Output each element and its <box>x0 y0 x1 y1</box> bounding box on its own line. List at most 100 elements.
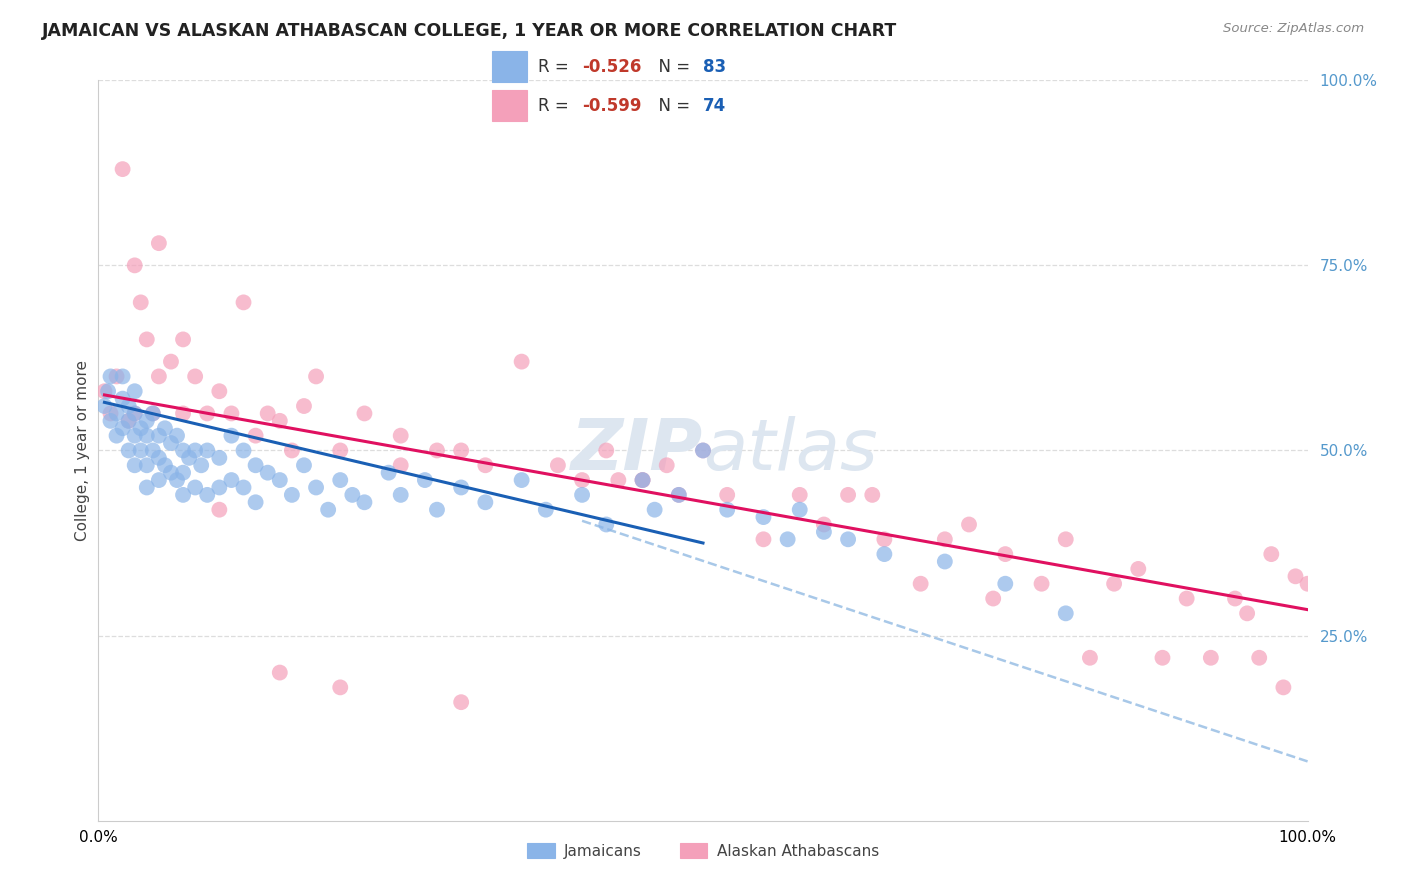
Point <box>474 495 496 509</box>
Point <box>135 480 157 494</box>
Point <box>329 681 352 695</box>
Point <box>994 576 1017 591</box>
Point <box>124 407 146 421</box>
Point <box>245 428 267 442</box>
Point <box>534 502 557 516</box>
Bar <box>492 90 527 120</box>
Point <box>1223 591 1246 606</box>
Point <box>245 495 267 509</box>
Point <box>269 414 291 428</box>
Point <box>100 407 122 421</box>
Point <box>571 473 593 487</box>
Point <box>716 502 738 516</box>
Y-axis label: College, 1 year or more: College, 1 year or more <box>75 360 90 541</box>
Point <box>631 473 654 487</box>
Point <box>1260 547 1282 561</box>
Point <box>281 443 304 458</box>
Point <box>607 473 630 487</box>
Point <box>124 407 146 421</box>
Point <box>1272 681 1295 695</box>
Text: -0.526: -0.526 <box>582 58 641 76</box>
Point <box>111 369 134 384</box>
Point <box>389 458 412 473</box>
Point <box>93 399 115 413</box>
Point <box>426 443 449 458</box>
Point <box>135 332 157 346</box>
Point <box>426 502 449 516</box>
Point <box>148 236 170 251</box>
Point <box>1054 607 1077 621</box>
Point <box>245 458 267 473</box>
Point <box>692 443 714 458</box>
Point <box>111 162 134 177</box>
Point <box>631 473 654 487</box>
Point <box>837 533 859 547</box>
Point <box>160 436 183 450</box>
Point <box>148 369 170 384</box>
Point <box>142 407 165 421</box>
Point <box>160 354 183 368</box>
Point <box>1199 650 1222 665</box>
Point <box>389 488 412 502</box>
Point <box>208 502 231 516</box>
Text: 83: 83 <box>703 58 725 76</box>
Point <box>813 524 835 539</box>
Point <box>1175 591 1198 606</box>
Point <box>1284 569 1306 583</box>
Point <box>1128 562 1150 576</box>
Point <box>353 495 375 509</box>
Point <box>184 443 207 458</box>
Point <box>124 428 146 442</box>
Text: N =: N = <box>648 96 696 114</box>
Point <box>353 407 375 421</box>
Point <box>716 488 738 502</box>
Point <box>190 458 212 473</box>
Point <box>316 502 339 516</box>
Point <box>148 428 170 442</box>
Point <box>124 458 146 473</box>
Point <box>118 414 141 428</box>
Point <box>631 473 654 487</box>
Point <box>1102 576 1125 591</box>
Point <box>105 369 128 384</box>
Text: Source: ZipAtlas.com: Source: ZipAtlas.com <box>1223 22 1364 36</box>
Point <box>195 488 218 502</box>
Point <box>221 473 243 487</box>
Point <box>179 450 201 465</box>
Point <box>124 384 146 399</box>
Point <box>981 591 1004 606</box>
Point <box>232 443 254 458</box>
Point <box>269 473 291 487</box>
Text: atlas: atlas <box>703 416 877 485</box>
Point <box>148 473 170 487</box>
Point <box>655 458 678 473</box>
Point <box>994 547 1017 561</box>
Point <box>129 421 152 435</box>
Point <box>910 576 932 591</box>
Point <box>644 502 666 516</box>
Point <box>595 443 617 458</box>
Point <box>184 369 207 384</box>
Text: ZIP: ZIP <box>571 416 703 485</box>
Point <box>100 369 122 384</box>
Point <box>389 428 412 442</box>
Text: N =: N = <box>648 58 696 76</box>
Point <box>692 443 714 458</box>
Point <box>100 414 122 428</box>
Point <box>1152 650 1174 665</box>
Point <box>221 407 243 421</box>
Point <box>571 488 593 502</box>
Point <box>184 480 207 494</box>
Point <box>124 259 146 273</box>
Point <box>510 354 533 368</box>
Point <box>789 488 811 502</box>
Point <box>118 414 141 428</box>
Point <box>873 533 896 547</box>
Point <box>160 466 183 480</box>
Point <box>510 473 533 487</box>
Point <box>450 480 472 494</box>
Point <box>860 488 883 502</box>
Point <box>1296 576 1319 591</box>
Point <box>377 466 399 480</box>
Point <box>474 458 496 473</box>
